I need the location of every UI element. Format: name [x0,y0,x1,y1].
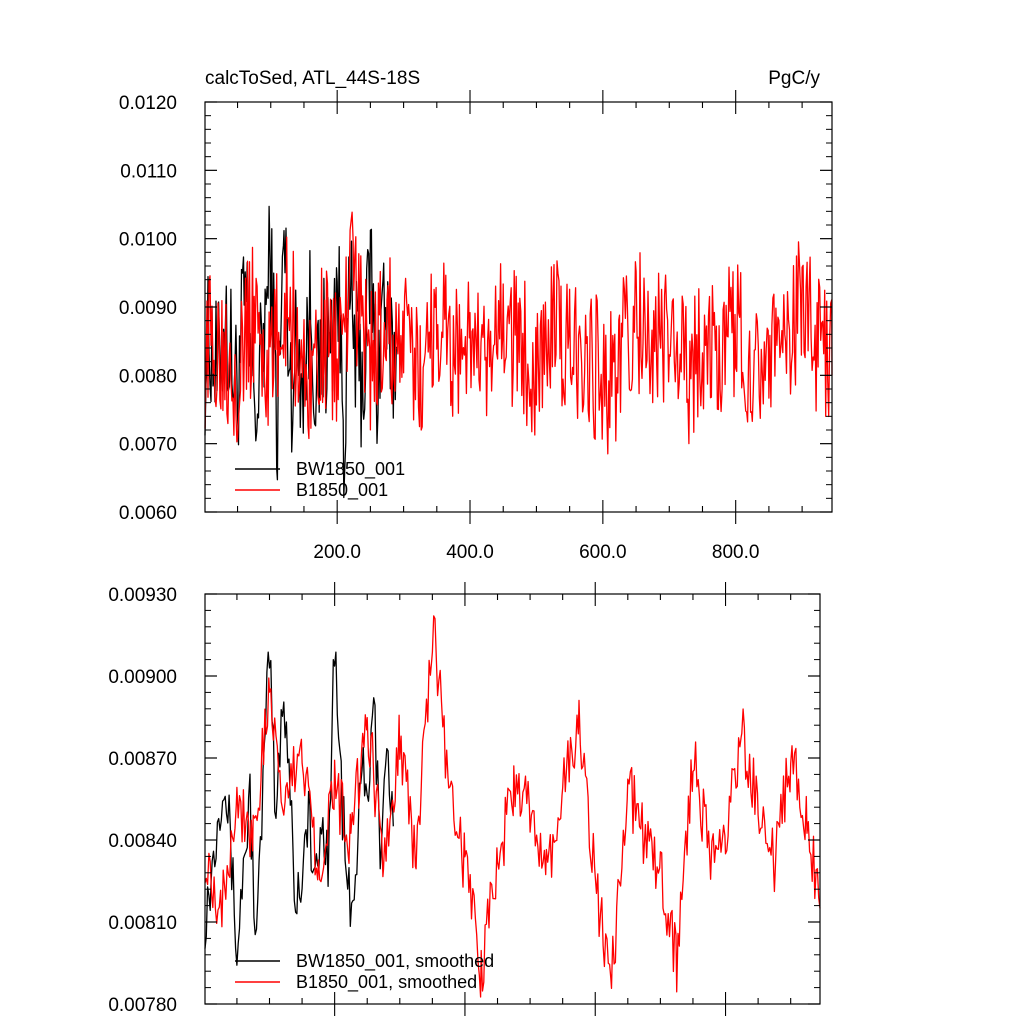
series-line-1-0 [204,651,394,966]
y-tick-label-0-0: 0.0060 [119,503,177,524]
y-tick-label-1-2: 0.00840 [108,831,177,852]
series-line-1-1 [204,615,821,998]
y-tick-label-0-3: 0.0090 [119,298,177,319]
y-tick-label-1-3: 0.00870 [108,749,177,770]
series-line-0-1 [204,211,833,455]
top-panel: 0.0060 0.0070 0.0080 0.0090 0.0100 0.0110 0.01… [119,68,833,563]
y-tick-label-1-1: 0.00810 [108,913,177,934]
x-tick-label-0-2: 600.0 [579,542,627,563]
legend-label-0-1: B1850_001 [296,480,388,501]
series-line-0-0 [204,205,398,499]
bottom-panel: 0.00780 0.00810 0.00840 0.00870 0.00900 0.009… [108,582,821,1016]
y-tick-label-0-4: 0.0100 [119,230,177,251]
y-tick-label-0-2: 0.0080 [119,366,177,387]
y-tick-label-1-5: 0.00930 [108,585,177,606]
legend-label-0-0: BW1850_001 [296,459,405,480]
y-tick-label-1-0: 0.00780 [108,995,177,1016]
y-tick-label-0-5: 0.0110 [120,161,177,182]
x-tick-label-0-0: 200.0 [313,542,361,563]
x-tick-label-0-3: 800.0 [712,542,760,563]
plot-frame-1 [204,593,821,1005]
y-tick-label-1-4: 0.00900 [108,667,177,688]
chart-title-left: calcToSed, ATL_44S-18S [205,68,420,89]
x-tick-label-0-1: 400.0 [446,542,494,563]
y-tick-label-0-1: 0.0070 [119,435,177,456]
y-tick-label-0-6: 0.0120 [119,93,177,114]
legend-label-1-0: BW1850_001, smoothed [296,951,494,972]
chart-title-right: PgC/y [768,68,820,89]
legend-label-1-1: B1850_001, smoothed [296,972,477,993]
